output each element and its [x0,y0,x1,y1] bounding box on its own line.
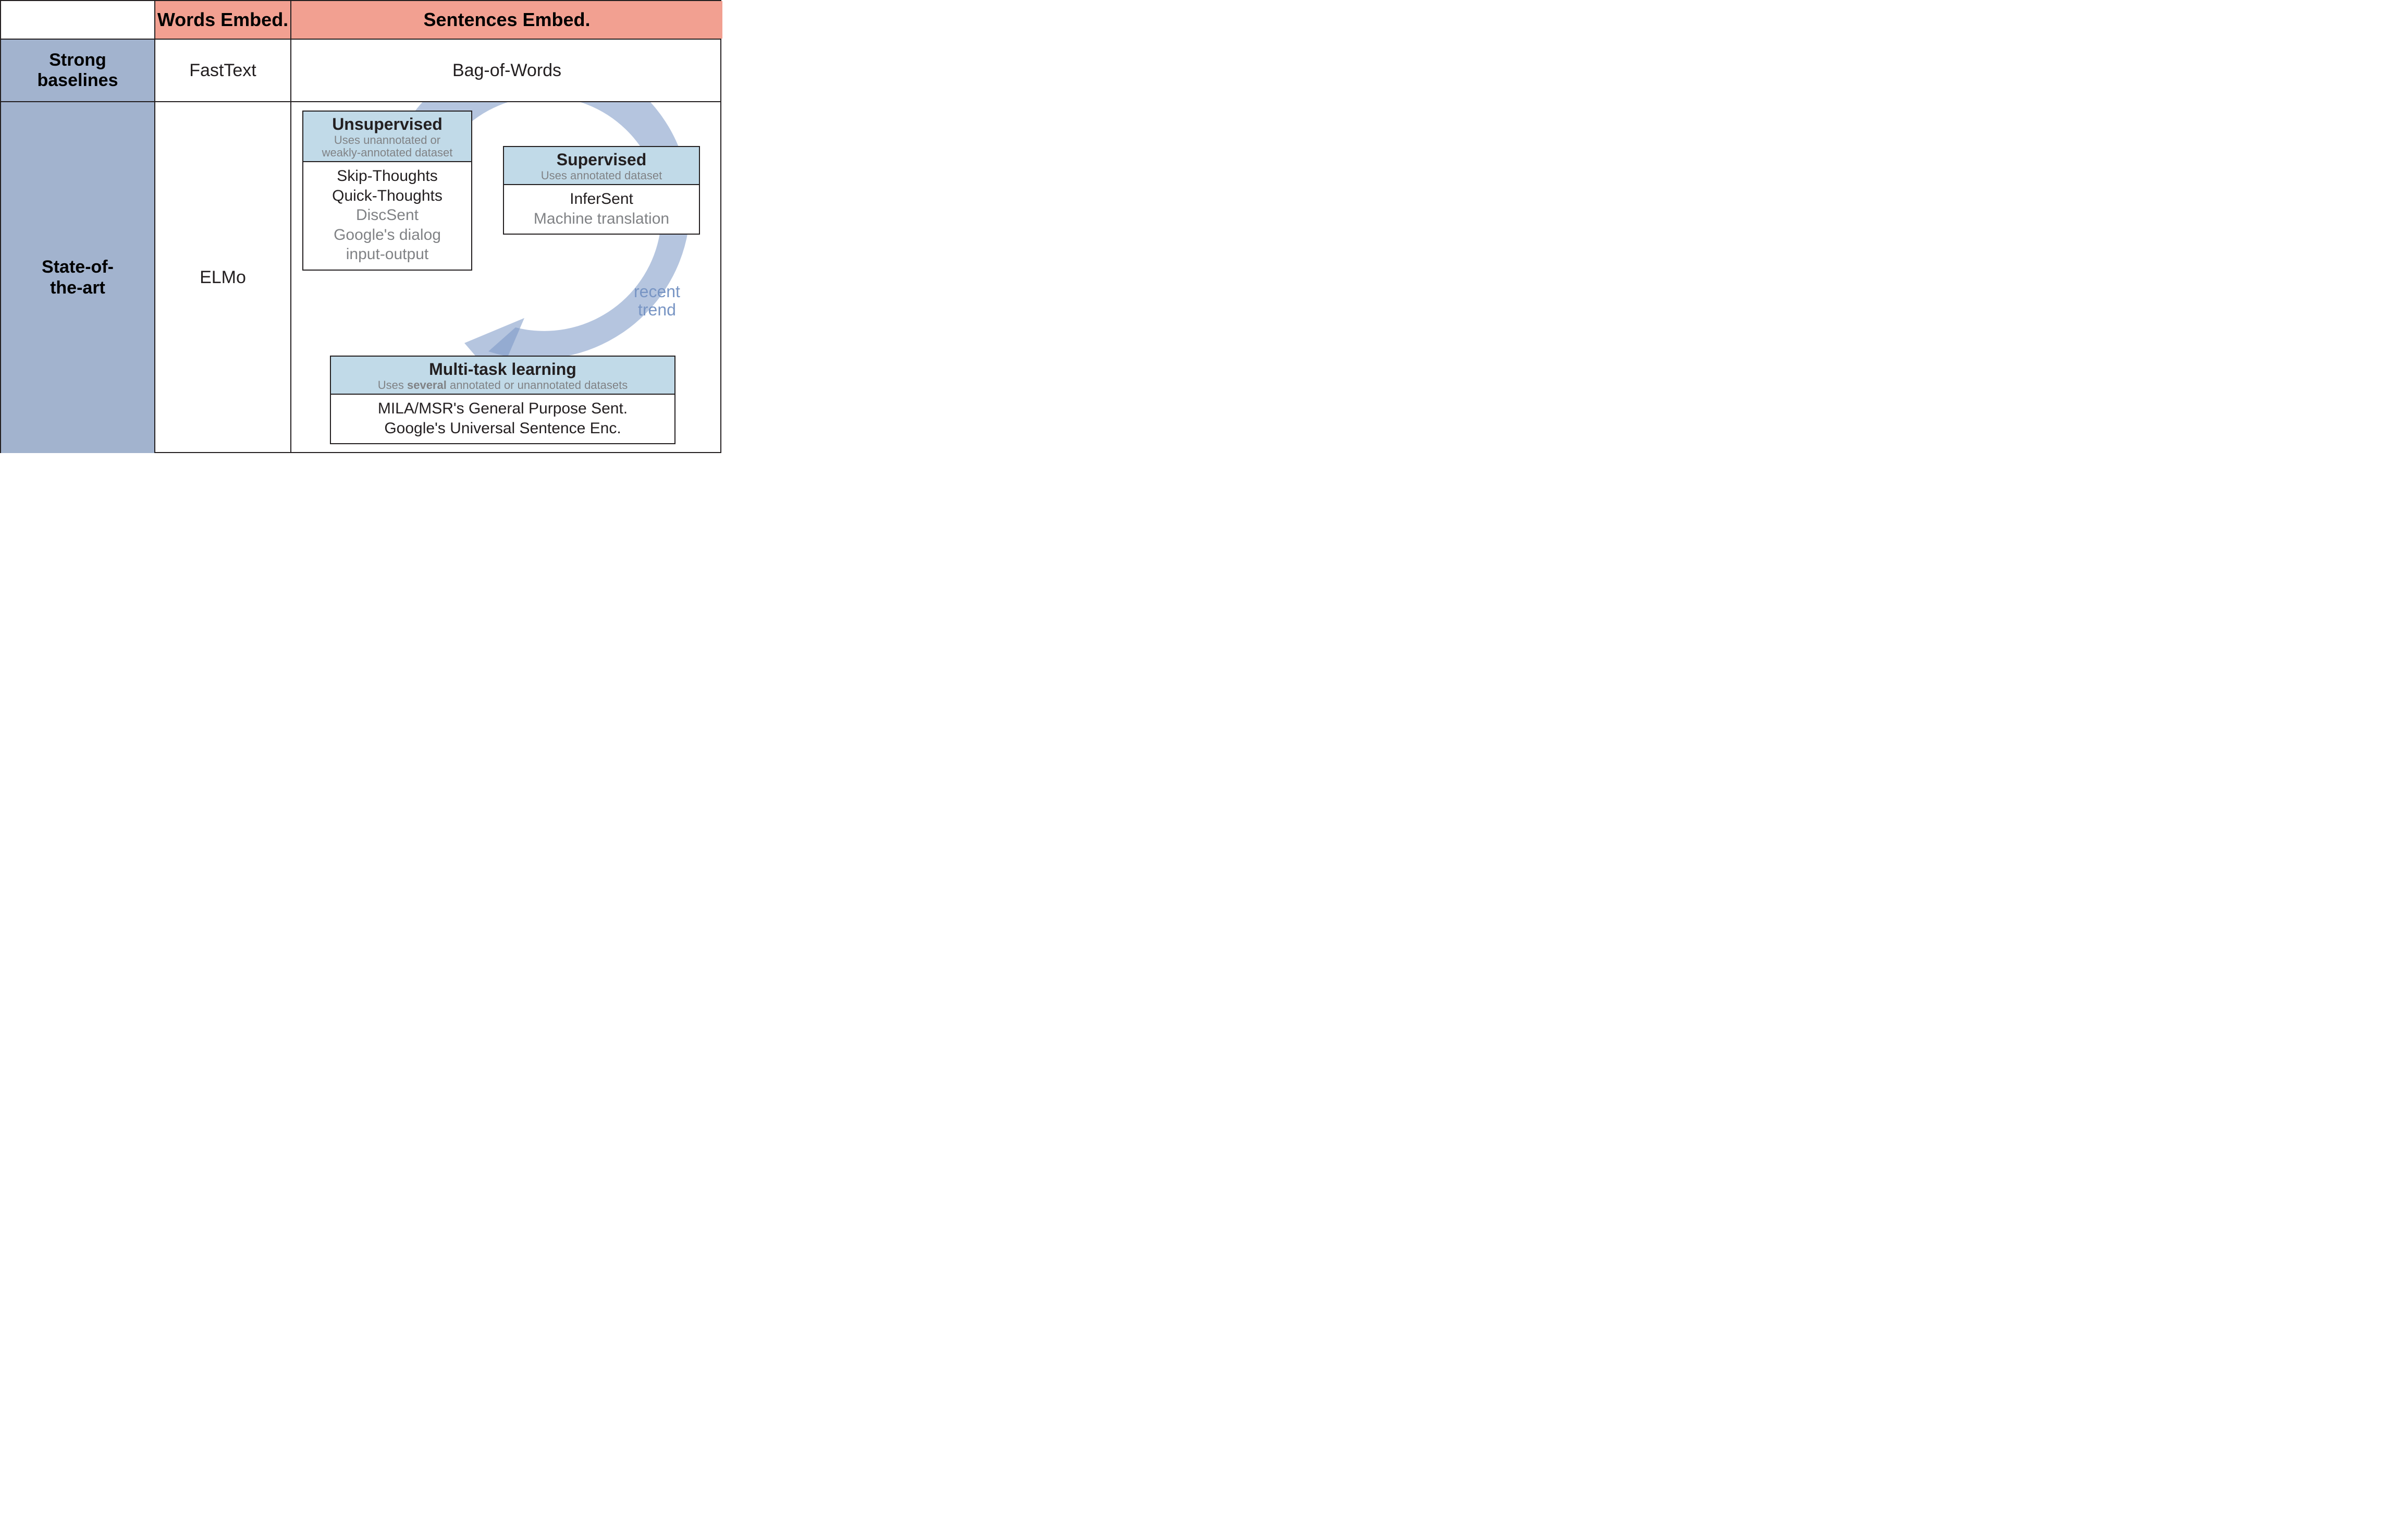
box-header: Multi-task learning Uses several annotat… [331,357,674,395]
cell-elmo: ELMo [155,102,290,453]
row-header-sota: State-of- the-art [1,102,154,453]
box-title: Supervised [509,150,694,169]
col-header-words: Words Embed. [155,1,290,39]
item: Skip-Thoughts [310,166,465,186]
item: InferSent [510,189,693,209]
item: Google's dialog input-output [310,225,465,264]
item: DiscSent [310,205,465,225]
item: Quick-Thoughts [310,186,465,206]
box-title: Multi-task learning [336,360,669,379]
box-body: InferSent Machine translation [504,185,699,234]
box-multitask: Multi-task learning Uses several annotat… [330,356,675,444]
col-header-sentences: Sentences Embed. [291,1,722,39]
top-left-blank [1,1,154,39]
box-unsupervised: Unsupervised Uses unannotated or weakly-… [302,111,472,271]
box-body: MILA/MSR's General Purpose Sent. Google'… [331,395,674,443]
row-header-strong: Strong baselines [1,40,154,101]
embeddings-table: Words Embed. Sentences Embed. Strong bas… [0,0,721,453]
item: Google's Universal Sentence Enc. [337,419,668,438]
item: MILA/MSR's General Purpose Sent. [337,399,668,419]
box-subtitle: Uses several annotated or unannotated da… [336,379,669,392]
box-header: Supervised Uses annotated dataset [504,147,699,185]
item: Machine translation [510,209,693,229]
cell-bow: Bag-of-Words [291,40,722,101]
box-body: Skip-Thoughts Quick-Thoughts DiscSent Go… [303,162,471,270]
cell-fasttext: FastText [155,40,290,101]
box-subtitle: Uses unannotated or weakly-annotated dat… [309,134,466,159]
trend-label: recent trend [634,283,680,319]
box-title: Unsupervised [309,115,466,134]
box-header: Unsupervised Uses unannotated or weakly-… [303,112,471,162]
box-subtitle: Uses annotated dataset [509,169,694,182]
box-supervised: Supervised Uses annotated dataset InferS… [503,146,700,235]
